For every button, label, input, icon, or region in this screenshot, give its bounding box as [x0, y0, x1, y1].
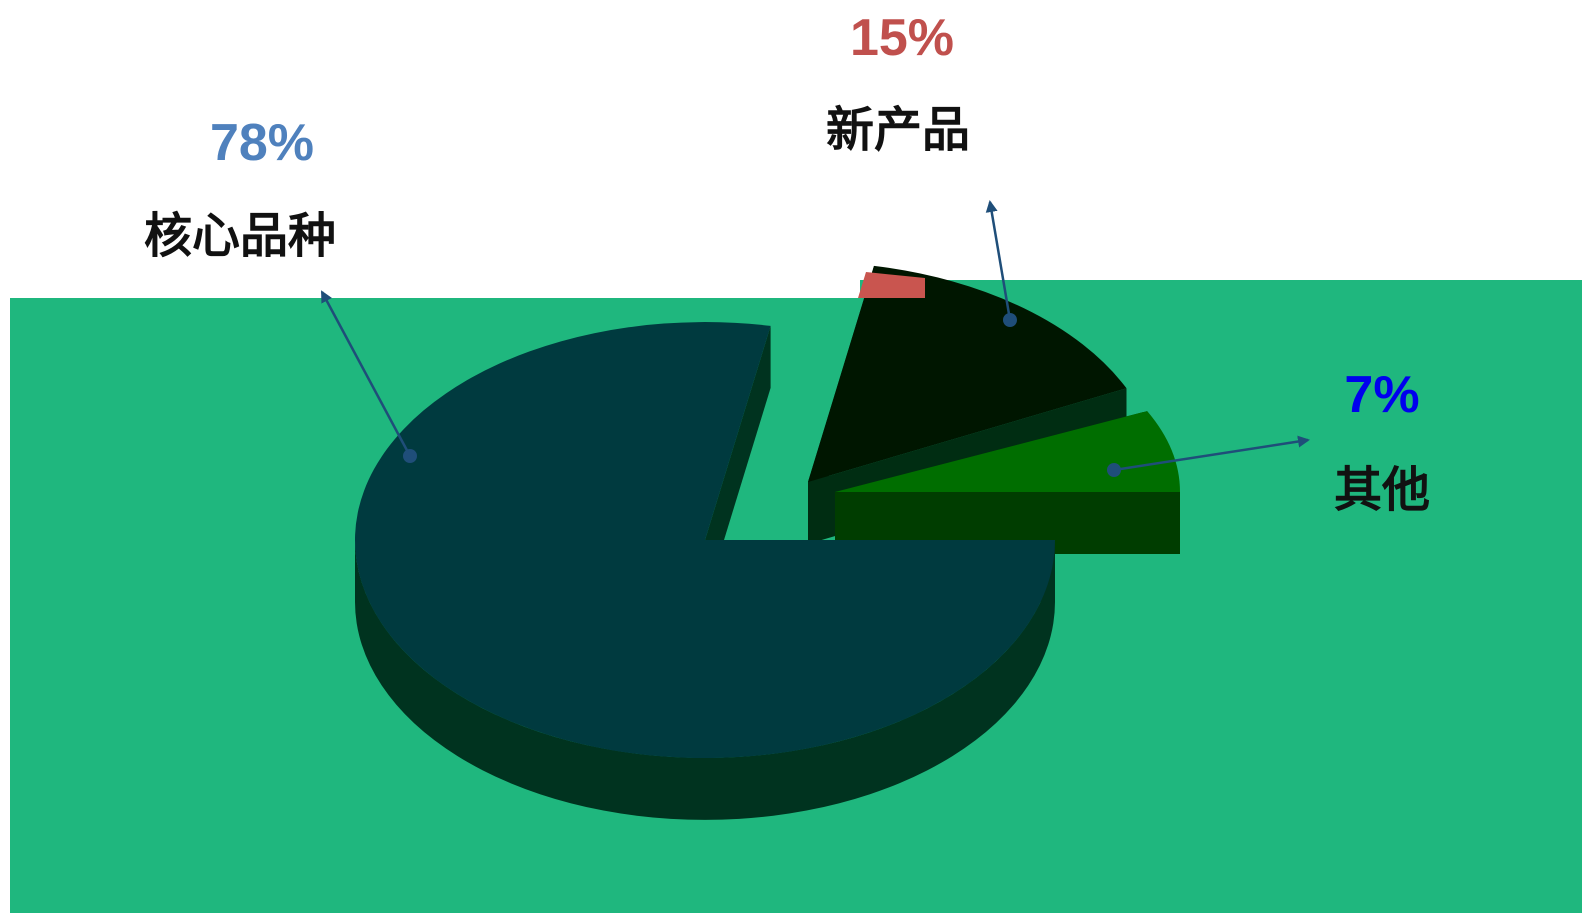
leader-lines	[320, 200, 1310, 477]
leader-core-dot	[403, 449, 417, 463]
category-label-core: 核心品种	[144, 208, 336, 264]
data-label-new-pct: 15%	[850, 9, 954, 67]
leader-new-line	[985, 200, 1012, 321]
data-label-core-pct: 78%	[210, 114, 314, 172]
slice-new-product-edge-accent	[858, 272, 925, 298]
slice-other-top	[835, 411, 1180, 492]
category-label-new: 新产品	[826, 102, 970, 158]
slice-other	[835, 411, 1180, 554]
slice-other-wall-1	[835, 492, 1180, 554]
leader-other-dot	[1107, 463, 1121, 477]
pie-slices	[354, 265, 1180, 820]
slice-core-side	[355, 540, 1055, 820]
slice-core	[354, 322, 1055, 820]
slice-core-wall-1	[705, 325, 771, 602]
leader-other-line	[1113, 435, 1310, 472]
data-label-other-pct: 7%	[1344, 366, 1419, 424]
category-label-other: 其他	[1334, 462, 1430, 518]
leader-new-dot	[1003, 313, 1017, 327]
slice-core-top	[354, 322, 1055, 759]
slice-new-product-top	[808, 265, 1127, 482]
leader-core-line	[320, 290, 412, 457]
